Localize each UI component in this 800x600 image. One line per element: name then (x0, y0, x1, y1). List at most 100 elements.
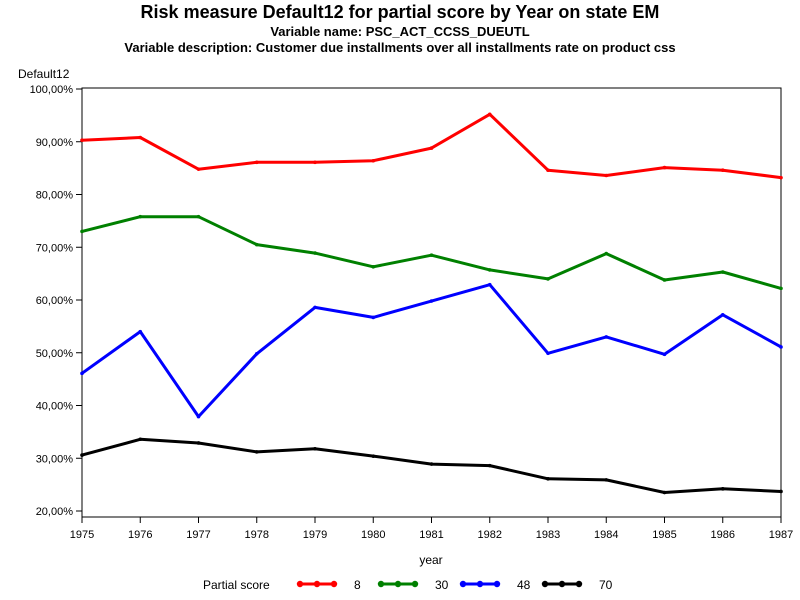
data-point (662, 352, 667, 357)
x-tick-label: 1986 (711, 529, 735, 541)
legend-marker (476, 580, 484, 588)
data-point (604, 478, 609, 482)
data-point (254, 242, 259, 247)
data-point (720, 487, 725, 491)
legend: Partial score 8 30 48 70 (203, 578, 613, 592)
data-point (313, 446, 317, 451)
legend-marker (459, 580, 467, 588)
series-line (81, 283, 782, 419)
data-point (196, 441, 201, 445)
x-tick-label: 1981 (419, 529, 443, 541)
x-axis: 1975 1976 1977 1978 1979 1980 1981 1982 1983 1984… (70, 517, 793, 541)
data-point (720, 270, 725, 274)
data-point (138, 437, 143, 442)
x-tick-label: 1985 (652, 529, 676, 541)
series-70 (80, 437, 783, 495)
legend-marker (411, 580, 419, 588)
data-point (196, 214, 201, 219)
legend-marker (558, 580, 566, 588)
data-point (546, 277, 550, 281)
data-point (779, 345, 783, 349)
data-point (371, 315, 376, 320)
data-point (254, 450, 259, 454)
legend-item-70: 70 (541, 578, 613, 592)
data-point (662, 165, 667, 170)
legend-label: 48 (517, 578, 531, 592)
y-tick-label: 100,00% (30, 84, 74, 96)
legend-marker (377, 580, 385, 588)
data-point (604, 335, 609, 339)
legend-marker (296, 580, 304, 588)
data-point (604, 173, 609, 178)
legend-label: 30 (435, 578, 449, 592)
data-point (80, 138, 84, 142)
data-point (487, 463, 492, 468)
series-lines (80, 112, 783, 495)
data-point (80, 371, 84, 376)
legend-title: Partial score (203, 578, 270, 592)
legend-marker (541, 580, 549, 588)
data-point (429, 146, 434, 150)
data-point (720, 168, 725, 173)
chart-subtitle-variable-description: Variable description: Customer due insta… (124, 40, 676, 55)
data-point (662, 490, 667, 495)
legend-item-8: 8 (296, 578, 361, 592)
y-axis-label: Default12 (18, 67, 70, 81)
x-tick-label: 1978 (245, 529, 269, 541)
data-point (138, 214, 143, 219)
data-point (604, 251, 609, 256)
series-line (81, 215, 782, 290)
x-tick-label: 1987 (769, 529, 793, 541)
x-axis-label: year (419, 553, 442, 567)
legend-label: 8 (354, 578, 361, 592)
data-point (429, 462, 434, 466)
y-tick-label: 60,00% (36, 295, 74, 307)
data-point (371, 158, 376, 163)
data-point (254, 352, 259, 356)
chart-title: Risk measure Default12 for partial score… (140, 2, 660, 22)
data-point (80, 453, 84, 457)
data-point (138, 329, 143, 334)
data-point (313, 160, 317, 165)
data-point (429, 253, 434, 257)
y-tick-label: 50,00% (36, 348, 74, 360)
series-line (81, 112, 782, 180)
x-tick-label: 1982 (478, 529, 502, 541)
data-point (371, 264, 376, 269)
data-point (779, 489, 783, 494)
legend-marker (493, 580, 501, 588)
x-tick-label: 1984 (594, 529, 618, 541)
legend-item-30: 30 (377, 578, 449, 592)
data-point (779, 175, 783, 180)
data-point (546, 351, 550, 356)
x-tick-label: 1979 (303, 529, 327, 541)
series-line (81, 437, 782, 494)
data-point (254, 160, 259, 165)
data-point (313, 251, 317, 255)
data-point (196, 414, 201, 419)
y-tick-label: 30,00% (36, 453, 74, 465)
legend-marker (394, 580, 402, 588)
legend-marker (575, 580, 583, 588)
data-point (662, 278, 667, 282)
data-point (313, 305, 317, 310)
data-point (196, 167, 201, 171)
legend-label: 70 (599, 578, 613, 592)
series-48 (80, 282, 783, 419)
chart-subtitle-variable-name: Variable name: PSC_ACT_CCSS_DUEUTL (270, 24, 530, 39)
data-point (779, 286, 783, 291)
data-point (371, 454, 376, 458)
x-tick-label: 1975 (70, 529, 94, 541)
y-tick-label: 80,00% (36, 190, 74, 202)
x-tick-label: 1980 (361, 529, 385, 541)
data-point (546, 477, 550, 481)
y-axis: 20,00% 30,00% 40,00% 50,00% 60,00% 70,00% 80,0… (30, 84, 82, 518)
series-8 (80, 112, 783, 180)
data-point (487, 268, 492, 272)
data-point (546, 168, 550, 173)
y-tick-label: 20,00% (36, 506, 74, 518)
data-point (487, 112, 492, 117)
series-30 (80, 214, 783, 291)
legend-marker (330, 580, 338, 588)
